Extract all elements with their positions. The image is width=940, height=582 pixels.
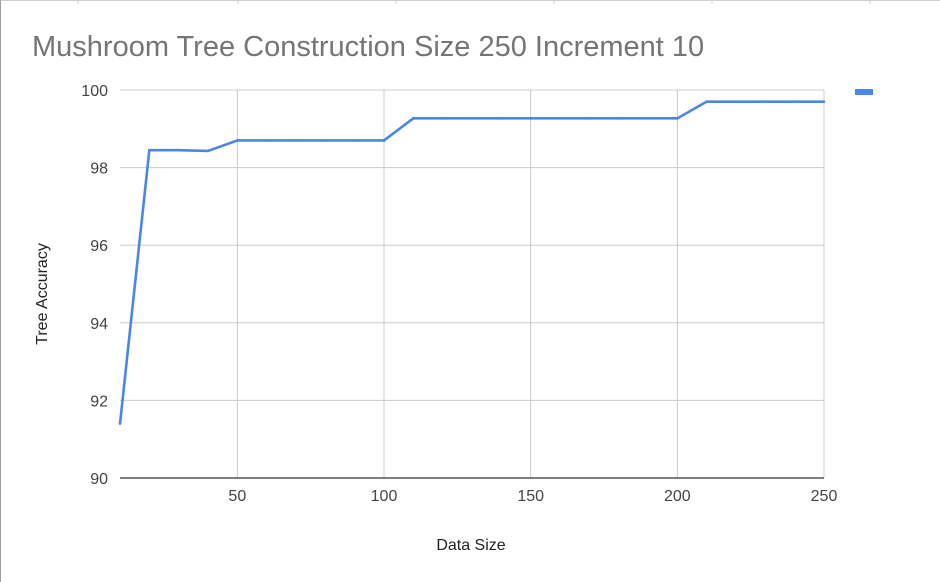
x-tick-label: 50	[228, 488, 246, 505]
data-point	[148, 148, 151, 152]
data-point	[382, 139, 386, 142]
chart-title: Mushroom Tree Construction Size 250 Incr…	[32, 31, 704, 63]
data-point	[588, 117, 591, 120]
x-axis-ticks: 50 100 150 200 250	[228, 488, 837, 505]
series-line-tree-accuracy	[118, 100, 824, 424]
x-axis-label: Data Size	[436, 537, 505, 554]
data-point	[764, 100, 767, 103]
data-point	[294, 139, 298, 142]
data-point	[412, 117, 415, 120]
data-point	[236, 139, 239, 142]
data-point	[529, 117, 532, 120]
y-axis-ticks: 90 92 94 96 98 100	[81, 83, 108, 488]
top-column-marks	[77, 0, 871, 4]
data-point	[705, 100, 708, 103]
data-point	[676, 117, 679, 120]
y-axis-label: Tree Accuracy	[34, 243, 51, 345]
data-point	[617, 117, 620, 120]
gridlines	[120, 89, 825, 478]
data-point	[206, 149, 210, 153]
y-tick-label: 98	[90, 161, 108, 178]
data-point	[118, 422, 122, 425]
data-point	[793, 100, 796, 103]
data-point	[558, 117, 562, 120]
x-tick-label: 250	[811, 488, 838, 505]
data-point	[177, 148, 180, 152]
x-tick-label: 150	[517, 488, 544, 505]
x-tick-label: 200	[664, 488, 691, 505]
data-point	[353, 139, 356, 142]
data-point	[324, 139, 327, 142]
data-point	[734, 100, 738, 103]
series-points	[118, 100, 826, 425]
data-point	[441, 117, 444, 120]
y-tick-label: 90	[90, 471, 108, 488]
data-point	[646, 117, 650, 120]
data-point	[470, 117, 474, 120]
legend-marker	[855, 89, 873, 95]
data-point	[500, 117, 503, 120]
data-point	[265, 139, 268, 142]
y-tick-label: 100	[81, 83, 108, 100]
y-tick-label: 96	[90, 238, 108, 255]
x-tick-label: 100	[371, 488, 398, 505]
data-point	[822, 100, 826, 103]
y-tick-label: 92	[90, 393, 108, 410]
y-tick-label: 94	[90, 316, 108, 333]
